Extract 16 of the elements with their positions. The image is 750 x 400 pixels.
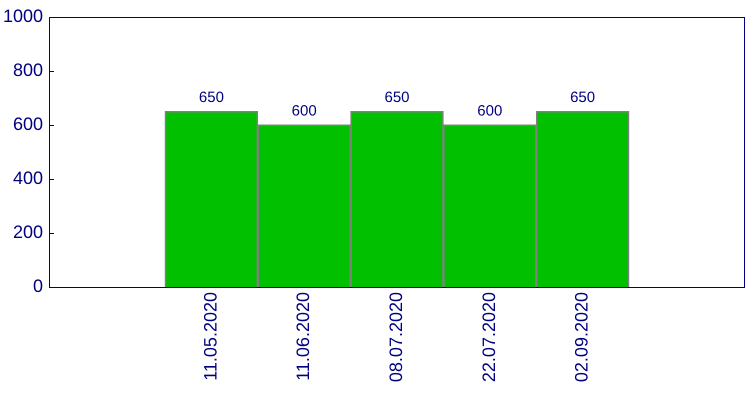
y-tick-label: 800 [12,60,43,80]
y-tick-label: 200 [12,222,43,242]
x-tick-label: 11.06.2020 [293,292,314,381]
x-tick-label: 08.07.2020 [386,292,406,382]
data-label: 600 [292,102,317,120]
x-tick-label: 11.05.2020 [200,292,220,381]
y-tick-label: 0 [32,276,43,296]
y-tick-label: 600 [12,114,43,134]
data-label: 650 [570,89,596,106]
data-label: 600 [477,102,502,120]
x-tick-label: 02.09.2020 [572,292,592,382]
x-tick-label: 22.07.2020 [478,292,499,382]
y-tick-label: 400 [12,168,43,188]
y-tick-label: 1000 [2,6,43,26]
data-label: 650 [198,89,224,106]
data-label: 650 [384,89,410,106]
